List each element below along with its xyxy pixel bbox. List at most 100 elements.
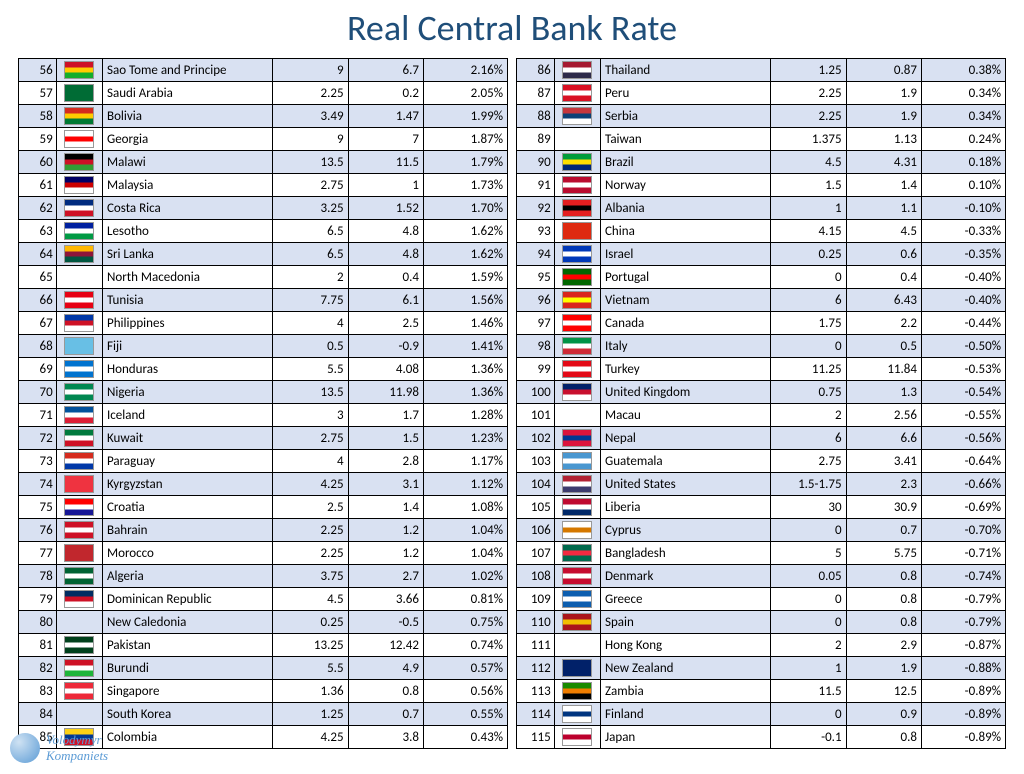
flag-cell [56,197,102,220]
real-rate-cell: 2.16% [423,59,507,82]
rate-cell: 5 [771,542,846,565]
rank-cell: 63 [19,220,57,243]
table-row: 81Pakistan13.2512.420.74% [19,634,508,657]
flag-cell [56,657,102,680]
real-rate-cell: -0.89% [921,726,1005,749]
flag-cell [56,381,102,404]
country-cell: Albania [601,197,771,220]
author-lastname: Kompaniets [46,748,108,764]
flag-cell [56,611,102,634]
table-row: 56Sao Tome and Principe96.72.16% [19,59,508,82]
country-cell: Paraguay [103,450,273,473]
rank-cell: 81 [19,634,57,657]
rank-cell: 113 [517,680,555,703]
country-cell: Japan [601,726,771,749]
rank-cell: 110 [517,611,555,634]
flag-cell [56,289,102,312]
rank-cell: 94 [517,243,555,266]
inflation-cell: 1.9 [846,82,921,105]
flag-cell [554,358,600,381]
rate-cell: 3.49 [273,105,348,128]
flag-cell [554,542,600,565]
flag-icon [64,130,94,148]
rate-cell: 1.375 [771,128,846,151]
table-row: 73Paraguay42.81.17% [19,450,508,473]
rank-cell: 77 [19,542,57,565]
country-cell: Bolivia [103,105,273,128]
flag-icon [562,337,592,355]
real-rate-cell: 1.41% [423,335,507,358]
flag-icon [64,153,94,171]
table-row: 95Portugal00.4-0.40% [517,266,1006,289]
real-rate-cell: -0.79% [921,588,1005,611]
table-row: 97Canada1.752.2-0.44% [517,312,1006,335]
rank-cell: 57 [19,82,57,105]
inflation-cell: 3.1 [348,473,423,496]
country-cell: Tunisia [103,289,273,312]
country-cell: South Korea [103,703,273,726]
country-cell: Thailand [601,59,771,82]
flag-cell [554,427,600,450]
table-row: 82Burundi5.54.90.57% [19,657,508,680]
flag-icon [562,521,592,539]
country-cell: Canada [601,312,771,335]
flag-icon [64,107,94,125]
table-row: 58Bolivia3.491.471.99% [19,105,508,128]
rate-cell: 1.5-1.75 [771,473,846,496]
flag-cell [56,220,102,243]
flag-cell [56,266,102,289]
country-cell: Pakistan [103,634,273,657]
real-rate-cell: 1.46% [423,312,507,335]
real-rate-cell: -0.70% [921,519,1005,542]
inflation-cell: 1.7 [348,404,423,427]
inflation-cell: 2.9 [846,634,921,657]
rate-cell: 0 [771,588,846,611]
real-rate-cell: -0.53% [921,358,1005,381]
table-row: 108Denmark0.050.8-0.74% [517,565,1006,588]
flag-cell [56,243,102,266]
table-row: 100United Kingdom0.751.3-0.54% [517,381,1006,404]
country-cell: New Caledonia [103,611,273,634]
country-cell: Iceland [103,404,273,427]
inflation-cell: 3.66 [348,588,423,611]
rate-cell: 4.15 [771,220,846,243]
table-row: 77Morocco2.251.21.04% [19,542,508,565]
country-cell: Guatemala [601,450,771,473]
table-row: 106Cyprus00.7-0.70% [517,519,1006,542]
flag-cell [56,703,102,726]
country-cell: Peru [601,82,771,105]
table-row: 91Norway1.51.40.10% [517,174,1006,197]
rank-cell: 80 [19,611,57,634]
inflation-cell: 4.8 [348,243,423,266]
table-row: 99Turkey11.2511.84-0.53% [517,358,1006,381]
table-row: 71Iceland31.71.28% [19,404,508,427]
flag-cell [56,427,102,450]
real-rate-cell: 1.02% [423,565,507,588]
rank-cell: 66 [19,289,57,312]
inflation-cell: 7 [348,128,423,151]
flag-cell [554,565,600,588]
inflation-cell: 3.8 [348,726,423,749]
flag-cell [56,519,102,542]
flag-cell [56,634,102,657]
table-row: 59Georgia971.87% [19,128,508,151]
flag-cell [554,82,600,105]
table-row: 96Vietnam66.43-0.40% [517,289,1006,312]
real-rate-cell: 1.79% [423,151,507,174]
real-rate-cell: 0.24% [921,128,1005,151]
flag-icon [562,452,592,470]
real-rate-cell: -0.71% [921,542,1005,565]
inflation-cell: 1.1 [846,197,921,220]
flag-cell [56,59,102,82]
flag-cell [554,312,600,335]
flag-icon [562,314,592,332]
country-cell: Malawi [103,151,273,174]
flag-cell [554,496,600,519]
table-row: 74Kyrgyzstan4.253.11.12% [19,473,508,496]
inflation-cell: 1.9 [846,105,921,128]
rate-cell: 2.25 [273,519,348,542]
real-rate-cell: -0.54% [921,381,1005,404]
rate-cell: 5.5 [273,657,348,680]
rank-cell: 76 [19,519,57,542]
rate-cell: 3 [273,404,348,427]
